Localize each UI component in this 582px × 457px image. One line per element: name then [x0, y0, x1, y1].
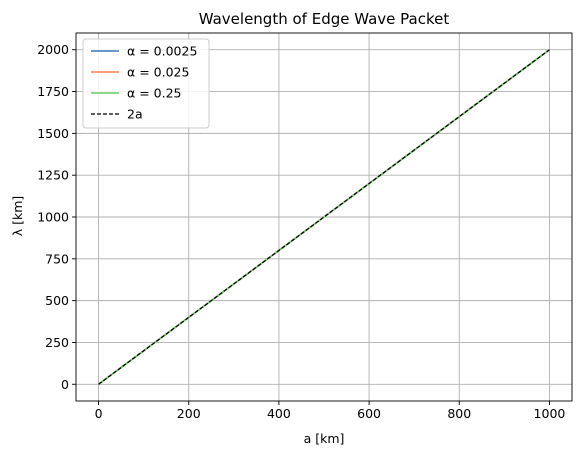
legend-box — [82, 38, 210, 129]
series-layer — [98, 49, 550, 385]
y-tick-label: 1000 — [37, 210, 69, 225]
y-tick-label: 0 — [61, 377, 69, 392]
legend-label-3: 2a — [127, 107, 143, 122]
legend-label-0: α = 0.0025 — [127, 44, 197, 59]
y-tick-label: 500 — [45, 293, 69, 308]
x-tick-label: 0 — [95, 406, 103, 421]
y-axis-title: λ [km] — [10, 196, 25, 237]
chart-title: Wavelength of Edge Wave Packet — [199, 10, 450, 28]
x-tick-label: 600 — [357, 406, 381, 421]
x-axis-title: a [km] — [304, 431, 345, 446]
legend: α = 0.0025 α = 0.025 α = 0.25 2a — [82, 38, 210, 129]
y-axis: 0 250 500 750 1000 1250 1500 1750 2000 — [37, 42, 76, 392]
y-tick-label: 1250 — [37, 168, 69, 183]
legend-label-1: α = 0.025 — [127, 65, 189, 80]
x-axis: 0 200 400 600 800 1000 — [95, 401, 566, 421]
x-tick-label: 400 — [267, 406, 291, 421]
x-tick-label: 200 — [177, 406, 201, 421]
series-line-3 — [98, 49, 550, 385]
x-tick-label: 1000 — [534, 406, 566, 421]
y-tick-label: 750 — [45, 251, 69, 266]
y-tick-label: 2000 — [37, 42, 69, 57]
y-tick-label: 250 — [45, 335, 69, 350]
y-tick-label: 1500 — [37, 126, 69, 141]
x-tick-label: 800 — [447, 406, 471, 421]
legend-label-2: α = 0.25 — [127, 86, 182, 101]
y-tick-label: 1750 — [37, 84, 69, 99]
